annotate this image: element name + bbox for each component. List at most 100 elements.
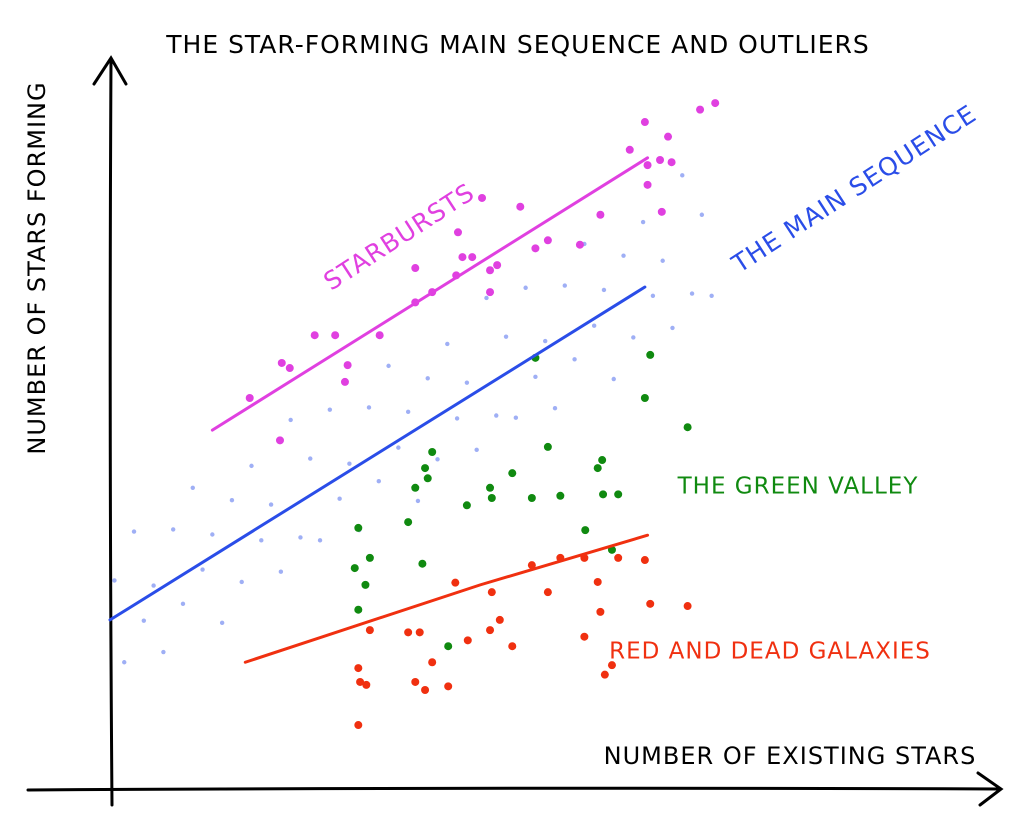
point: [650, 293, 656, 298]
point: [495, 615, 504, 624]
point: [646, 350, 655, 359]
point: [516, 202, 525, 211]
point: [362, 680, 371, 689]
point: [275, 436, 284, 445]
point: [396, 445, 401, 450]
point: [621, 253, 626, 258]
point: [625, 145, 634, 154]
point: [601, 287, 607, 293]
point: [245, 393, 254, 402]
point: [350, 564, 359, 573]
point: [474, 447, 479, 453]
point: [141, 618, 147, 623]
point: [428, 448, 437, 457]
point: [411, 264, 420, 273]
point: [484, 295, 489, 301]
point: [404, 518, 413, 527]
point: [575, 240, 584, 249]
point: [591, 323, 597, 328]
point: [709, 293, 714, 298]
y-axis: [108, 58, 114, 807]
point: [180, 601, 186, 607]
trend-line: [243, 533, 650, 664]
point: [458, 253, 467, 262]
point: [298, 535, 303, 540]
point: [543, 442, 552, 451]
point: [112, 578, 117, 583]
point: [327, 407, 333, 412]
point: [249, 463, 254, 469]
point: [543, 588, 552, 597]
point: [664, 132, 673, 141]
point: [386, 363, 391, 369]
point: [640, 393, 649, 402]
point: [486, 626, 495, 635]
point: [487, 588, 496, 597]
point: [494, 413, 499, 418]
point: [444, 682, 453, 691]
axes: [26, 55, 1004, 807]
point: [285, 364, 294, 373]
point: [531, 244, 540, 253]
point: [376, 479, 381, 484]
point: [486, 288, 495, 297]
point: [451, 578, 460, 587]
point: [361, 580, 370, 589]
point: [527, 494, 536, 502]
point: [667, 158, 676, 167]
point: [464, 380, 470, 385]
point: [445, 341, 450, 347]
point: [453, 228, 462, 237]
point: [596, 607, 605, 616]
point: [278, 569, 284, 574]
point: [680, 173, 685, 178]
x-axis-arrow: [976, 771, 1004, 807]
point: [428, 658, 437, 667]
point: [415, 498, 421, 504]
point: [308, 456, 313, 461]
point: [288, 417, 293, 423]
point: [600, 670, 609, 679]
point: [593, 464, 602, 473]
point: [593, 577, 602, 586]
point: [614, 490, 623, 499]
point: [598, 456, 607, 465]
point: [607, 661, 616, 670]
point: [354, 605, 363, 614]
point: [421, 685, 430, 694]
point: [599, 490, 608, 499]
point: [277, 358, 286, 367]
point: [229, 497, 235, 503]
point: [493, 261, 502, 270]
point: [640, 219, 646, 225]
point: [643, 161, 652, 170]
point: [161, 649, 166, 655]
point: [487, 494, 496, 502]
point: [581, 526, 590, 535]
point: [683, 602, 692, 611]
series-label: THE MAIN SEQUENCE: [726, 99, 982, 279]
point: [151, 583, 156, 588]
point: [486, 483, 495, 492]
point: [210, 532, 215, 537]
point: [354, 523, 363, 532]
point: [689, 291, 695, 296]
point: [405, 409, 411, 415]
point: [478, 193, 487, 202]
point: [347, 461, 352, 466]
point: [423, 474, 432, 483]
point: [614, 553, 623, 562]
chart-title: THE STAR-FORMING MAIN SEQUENCE AND OUTLI…: [165, 30, 870, 59]
point: [552, 406, 558, 411]
point: [543, 236, 552, 245]
point: [656, 156, 665, 165]
x-axis: [26, 786, 1002, 792]
trend-line: [210, 156, 650, 432]
point: [259, 538, 264, 543]
point: [699, 212, 705, 217]
point: [562, 283, 567, 288]
point: [670, 325, 675, 331]
x-axis-label: NUMBER OF EXISTING STARS: [604, 742, 977, 770]
point: [508, 469, 517, 478]
